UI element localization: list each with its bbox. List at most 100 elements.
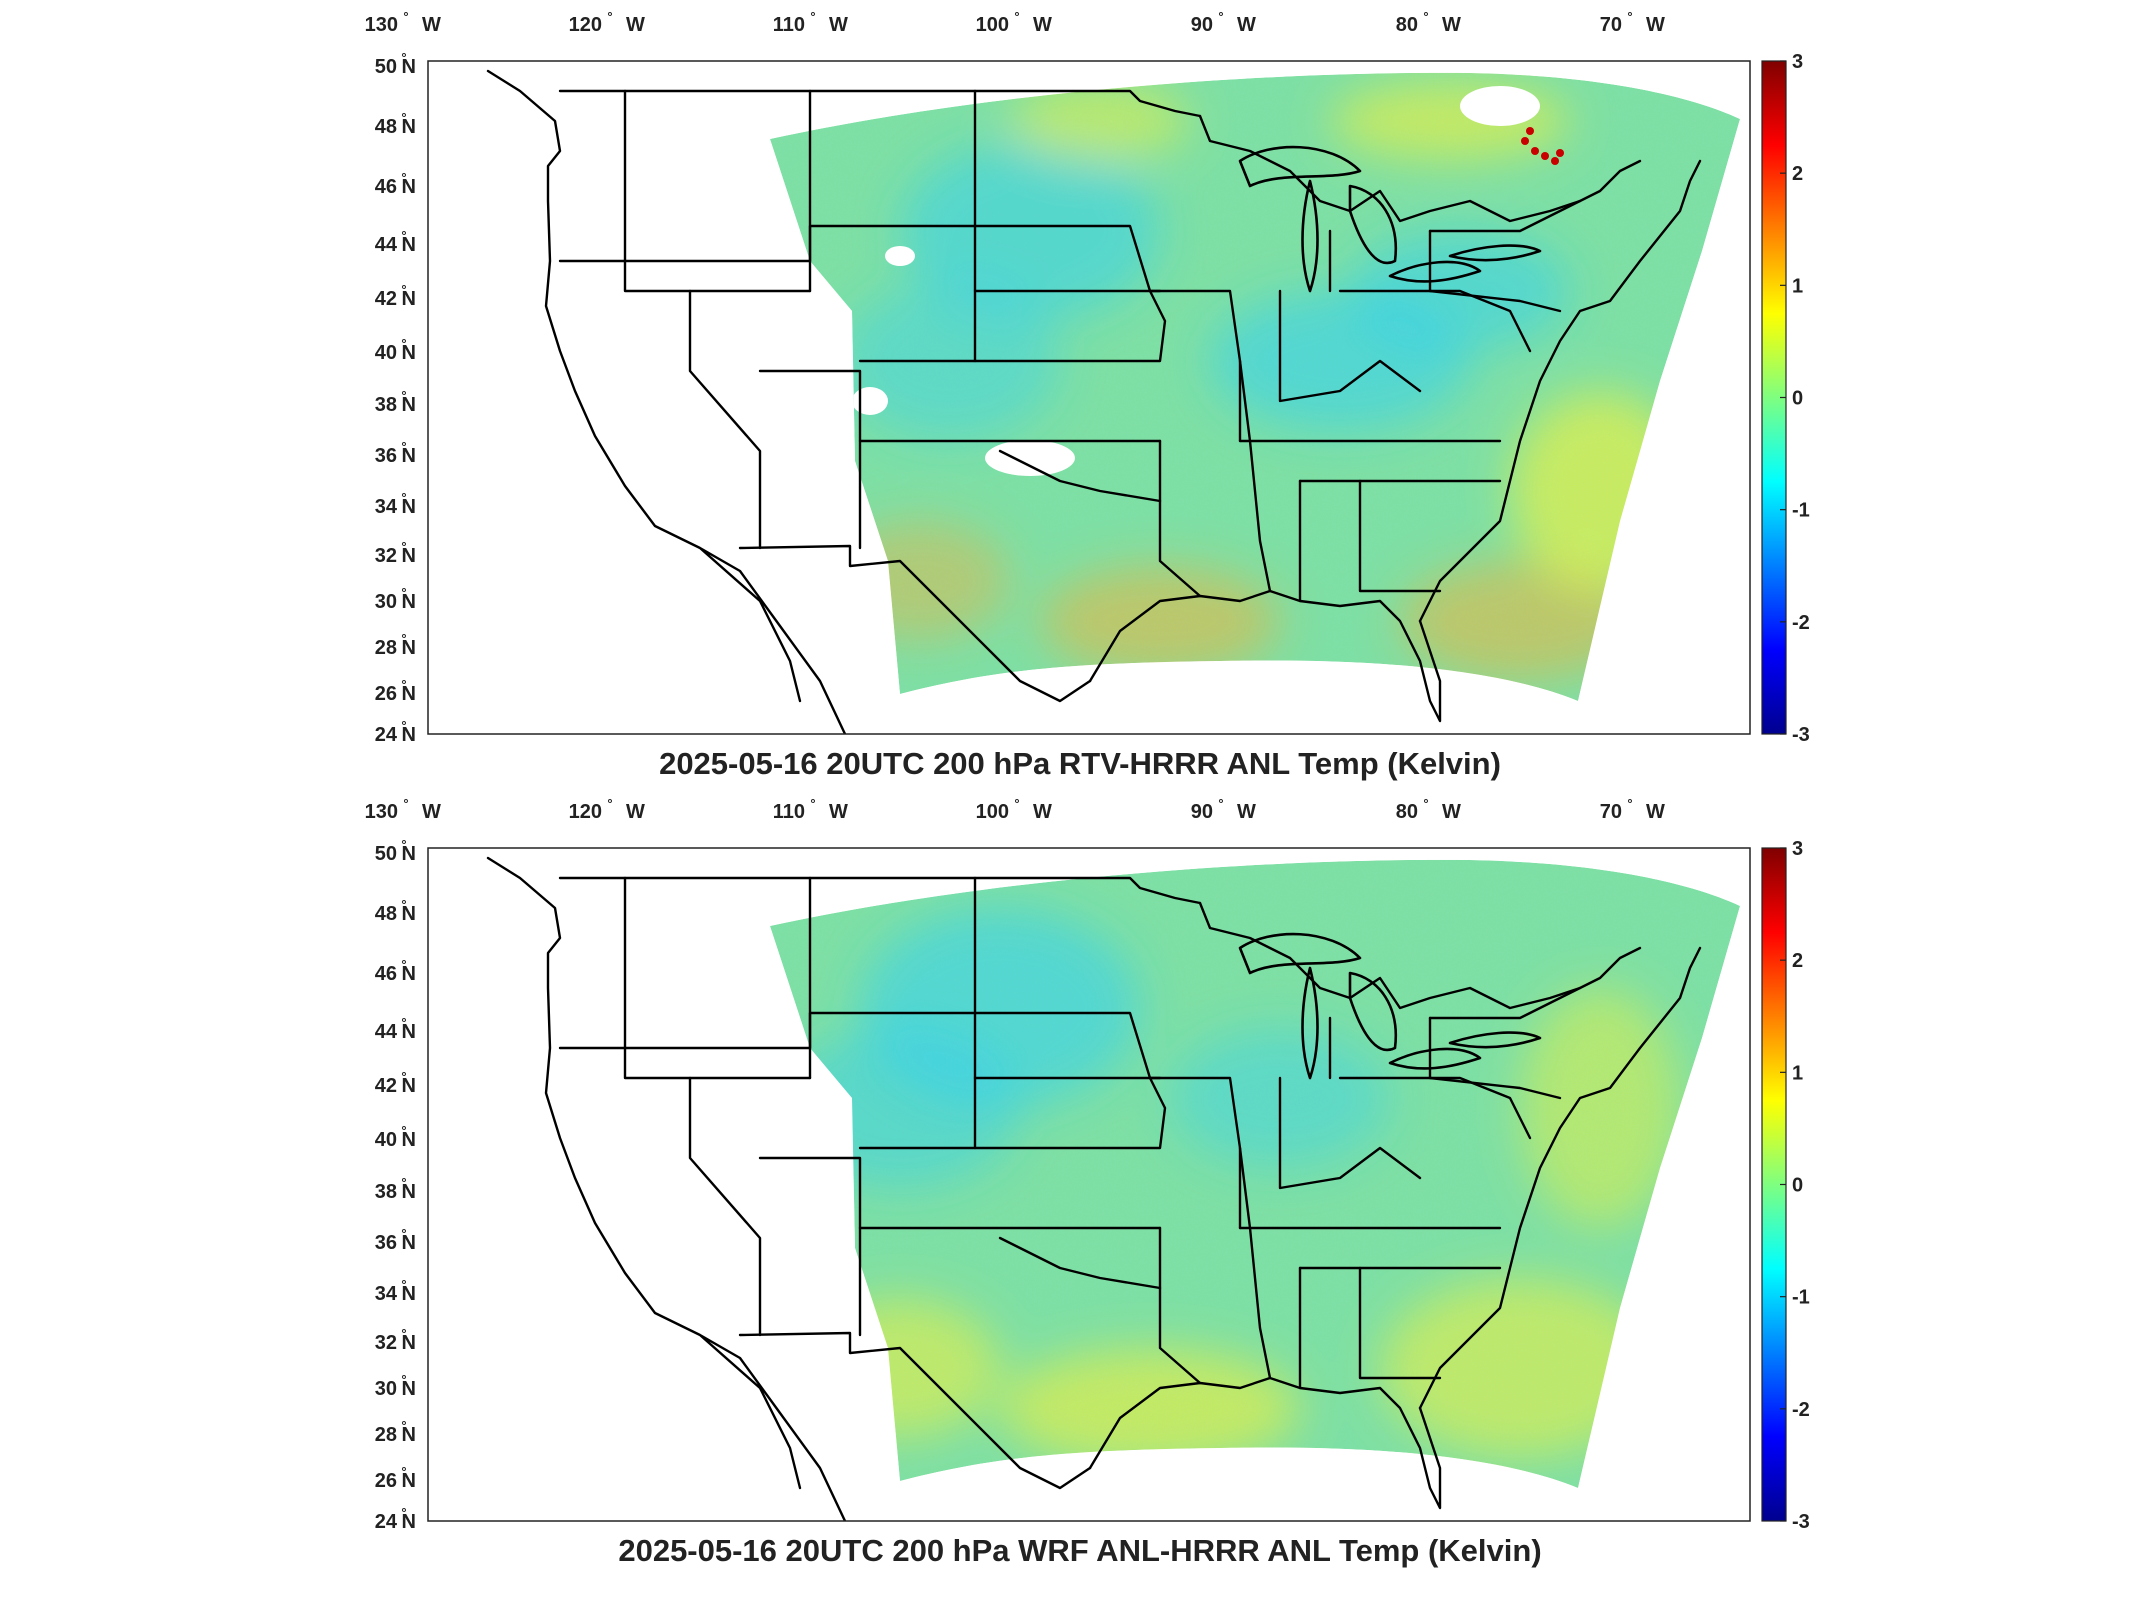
degree-symbol: °	[1423, 796, 1428, 811]
lat-hemisphere: N	[402, 683, 416, 705]
degree-symbol: °	[401, 1069, 406, 1084]
lon-hemisphere: W	[1237, 801, 1256, 823]
lat-tick-label: 46	[375, 176, 397, 198]
degree-symbol: °	[401, 837, 406, 852]
great-lake	[1238, 932, 1362, 975]
lat-tick-label: 32	[375, 1332, 397, 1354]
lon-tick-label: 130	[365, 801, 398, 823]
lon-hemisphere: W	[1442, 801, 1461, 823]
lat-tick-label: 30	[375, 1378, 397, 1400]
state-border	[998, 1236, 1162, 1290]
degree-symbol: °	[401, 110, 406, 125]
lat-hemisphere: N	[402, 1232, 416, 1254]
degree-symbol: °	[1423, 9, 1428, 24]
lat-tick-label: 36	[375, 1232, 397, 1254]
degree-symbol: °	[401, 718, 406, 733]
degree-symbol: °	[810, 9, 815, 24]
lat-hemisphere: N	[402, 1021, 416, 1043]
map-boundaries	[486, 856, 1702, 1521]
degree-symbol: °	[401, 1326, 406, 1341]
state-border	[758, 369, 862, 550]
lat-tick-label: 36	[375, 445, 397, 467]
great-lake	[1348, 184, 1398, 265]
lat-tick-label: 42	[375, 1075, 397, 1097]
lat-tick-label: 48	[375, 903, 397, 925]
degree-symbol: °	[401, 1277, 406, 1292]
lat-tick-label: 26	[375, 683, 397, 705]
lon-tick-label: 80	[1396, 14, 1418, 36]
lon-tick-label: 70	[1600, 14, 1622, 36]
colorbar-tick-label: 3	[1792, 51, 1803, 73]
temperature-field	[770, 72, 1740, 702]
degree-symbol: °	[401, 677, 406, 692]
degree-symbol: °	[401, 1372, 406, 1387]
colorbar-tick-label: -2	[1792, 1399, 1810, 1421]
lat-tick-label: 28	[375, 1424, 397, 1446]
panel-title: 2025-05-16 20UTC 200 hPa RTV-HRRR ANL Te…	[659, 746, 1501, 781]
state-border	[1338, 1076, 1532, 1140]
country-border	[558, 89, 1202, 118]
coastline	[486, 856, 847, 1521]
country-border	[1088, 1376, 1442, 1510]
lat-hemisphere: N	[402, 56, 416, 78]
lat-hemisphere: N	[402, 1332, 416, 1354]
degree-symbol: °	[1627, 9, 1632, 24]
degree-symbol: °	[401, 631, 406, 646]
lon-hemisphere: W	[422, 14, 441, 36]
panel-wrf-hrrr: 130 ° W 120 ° W 110 ° W 100 ° W 90 ° W 80 ° W 70 ° W50 °N48 °N…	[365, 796, 1810, 1568]
degree-symbol: °	[401, 170, 406, 185]
lat-tick-label: 44	[375, 1021, 398, 1043]
lon-hemisphere: W	[1442, 14, 1461, 36]
state-border	[1158, 439, 1202, 598]
state-border	[998, 449, 1162, 503]
degree-symbol: °	[401, 336, 406, 351]
lat-hemisphere: N	[402, 724, 416, 746]
lat-tick-label: 24	[375, 724, 398, 746]
lat-hemisphere: N	[402, 394, 416, 416]
lon-tick-label: 120	[569, 14, 602, 36]
colorbar-tick-label: 3	[1792, 838, 1803, 860]
degree-symbol: °	[1218, 9, 1223, 24]
state-border	[1298, 479, 1442, 603]
state-border	[973, 1011, 1167, 1150]
map-boundaries	[486, 69, 1702, 734]
lon-hemisphere: W	[626, 14, 645, 36]
lat-hemisphere: N	[402, 545, 416, 567]
lat-tick-label: 40	[375, 1129, 397, 1151]
state-border	[1238, 359, 1272, 593]
lat-hemisphere: N	[402, 116, 416, 138]
lat-hemisphere: N	[402, 342, 416, 364]
colorbar-tick-label: -2	[1792, 612, 1810, 634]
degree-symbol: °	[1014, 796, 1019, 811]
lon-hemisphere: W	[1646, 801, 1665, 823]
country-border	[738, 544, 1092, 703]
lat-hemisphere: N	[402, 1511, 416, 1533]
missing-data-patch	[985, 440, 1075, 476]
missing-data-patch	[852, 387, 888, 415]
lat-hemisphere: N	[402, 903, 416, 925]
lon-tick-label: 80	[1396, 801, 1418, 823]
country-border	[1418, 159, 1702, 623]
country-border	[1198, 901, 1642, 1010]
degree-symbol: °	[401, 1015, 406, 1030]
colorbar-tick-label: 2	[1792, 163, 1803, 185]
degree-symbol: °	[1014, 9, 1019, 24]
state-border	[1148, 1076, 1242, 1230]
degree-symbol: °	[401, 388, 406, 403]
great-lake	[1238, 145, 1362, 188]
missing-data-patch	[1460, 86, 1540, 126]
lat-hemisphere: N	[402, 1470, 416, 1492]
state-border	[688, 1076, 762, 1337]
lon-tick-label: 100	[976, 801, 1009, 823]
degree-symbol: °	[401, 50, 406, 65]
lon-tick-label: 110	[773, 14, 805, 36]
state-border	[973, 224, 1167, 363]
degree-symbol: °	[401, 1464, 406, 1479]
panel-title: 2025-05-16 20UTC 200 hPa WRF ANL-HRRR AN…	[618, 1533, 1541, 1568]
state-border	[1428, 199, 1582, 233]
degree-symbol: °	[401, 439, 406, 454]
lon-tick-label: 130	[365, 14, 398, 36]
state-border	[758, 1156, 862, 1337]
lon-hemisphere: W	[1033, 801, 1052, 823]
great-lake	[1448, 1031, 1542, 1049]
